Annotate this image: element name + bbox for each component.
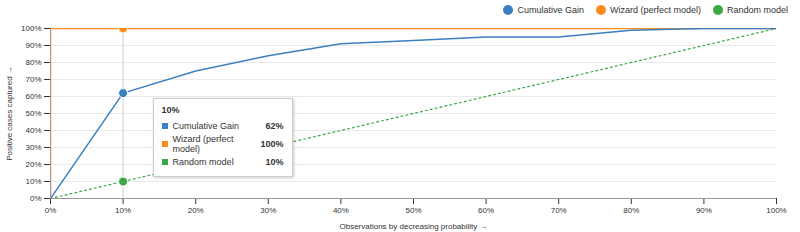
svg-text:Observations by decreasing pro: Observations by decreasing probability → bbox=[339, 222, 487, 231]
svg-text:40%: 40% bbox=[25, 126, 41, 135]
html-text:Random model: Random model bbox=[727, 5, 788, 15]
svg-text:30%: 30% bbox=[25, 143, 41, 152]
html-text:10%: 10% bbox=[161, 105, 180, 115]
svg-text:70%: 70% bbox=[25, 75, 41, 84]
svg-text:60%: 60% bbox=[25, 92, 41, 101]
svg-text:60%: 60% bbox=[478, 206, 494, 215]
svg-text:20%: 20% bbox=[188, 206, 204, 215]
html-text:10%: 10% bbox=[265, 157, 284, 167]
svg-text:20%: 20% bbox=[25, 160, 41, 169]
html-text:Wizard (perfect model): Wizard (perfect model) bbox=[172, 134, 234, 154]
svg-text:10%: 10% bbox=[25, 177, 41, 186]
svg-text:Positive cases captured →: Positive cases captured → bbox=[5, 66, 14, 161]
svg-text:90%: 90% bbox=[696, 206, 712, 215]
svg-text:70%: 70% bbox=[551, 206, 567, 215]
svg-text:100%: 100% bbox=[766, 206, 786, 215]
svg-text:30%: 30% bbox=[260, 206, 276, 215]
svg-text:80%: 80% bbox=[25, 58, 41, 67]
svg-text:0%: 0% bbox=[30, 194, 42, 203]
html-text:Cumulative Gain: Cumulative Gain bbox=[172, 121, 240, 131]
html-text:100%: 100% bbox=[260, 139, 284, 149]
svg-text:40%: 40% bbox=[333, 206, 349, 215]
html-text:Cumulative Gain: Cumulative Gain bbox=[517, 5, 584, 15]
html-text:Random model: Random model bbox=[172, 157, 234, 167]
svg-text:50%: 50% bbox=[405, 206, 421, 215]
html-text:62%: 62% bbox=[265, 121, 284, 131]
html-text:Wizard (perfect model): Wizard (perfect model) bbox=[609, 5, 701, 15]
svg-text:50%: 50% bbox=[25, 109, 41, 118]
svg-text:0%: 0% bbox=[45, 206, 57, 215]
svg-text:10%: 10% bbox=[115, 206, 131, 215]
svg-text:100%: 100% bbox=[21, 24, 41, 33]
svg-text:80%: 80% bbox=[623, 206, 639, 215]
svg-text:90%: 90% bbox=[25, 41, 41, 50]
